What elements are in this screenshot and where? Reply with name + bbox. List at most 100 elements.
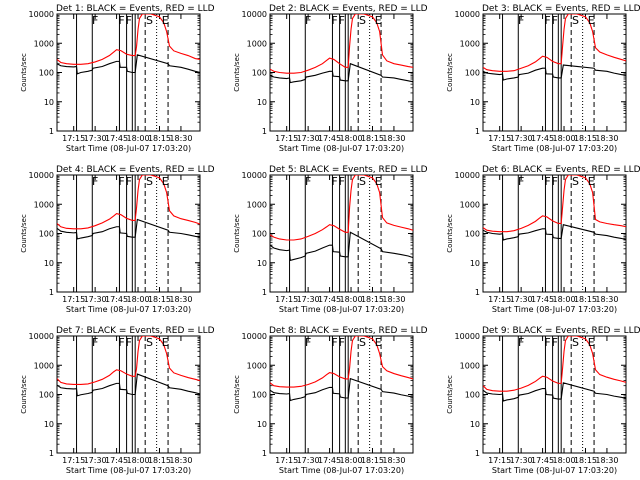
x-tick-label: 17:15 <box>275 456 298 465</box>
x-tick-label: 17:30 <box>510 134 533 143</box>
x-tick-label: 18:30 <box>595 295 618 304</box>
x-tick-label: 18:30 <box>169 456 192 465</box>
x-axis-label: Start Time (08-Jul-07 17:03:20) <box>492 144 617 153</box>
events-series-line <box>57 218 200 240</box>
lld-series-line <box>483 336 626 392</box>
y-tick-label: 100 <box>465 230 480 239</box>
y-tick-label: 100 <box>39 391 54 400</box>
x-tick-label: 17:15 <box>275 134 298 143</box>
x-tick-label: 17:30 <box>84 134 107 143</box>
y-axis-label: Counts/sec <box>20 53 28 92</box>
x-tick-label: 17:45 <box>531 456 554 465</box>
y-tick-label: 10000 <box>29 10 54 19</box>
segment-letter: F <box>305 336 311 349</box>
x-tick-label: 18:15 <box>361 134 384 143</box>
y-tick-label: 10 <box>257 98 267 107</box>
x-tick-label: 18:00 <box>553 295 576 304</box>
segment-letter: F <box>339 14 345 27</box>
x-tick-label: 18:00 <box>340 134 363 143</box>
segment-letter: F <box>92 175 98 188</box>
panel-title: Det 7: BLACK = Events, RED = LLD <box>56 326 215 336</box>
y-tick-label: 10 <box>470 259 480 268</box>
y-tick-label: 10 <box>44 98 54 107</box>
y-axis-label: Counts/sec <box>446 53 454 92</box>
events-series-line <box>57 373 200 397</box>
segment-letter: E <box>375 14 382 27</box>
events-series-line <box>483 64 626 81</box>
panel-title: Det 3: BLACK = Events, RED = LLD <box>482 4 640 14</box>
y-tick-label: 10000 <box>242 332 267 341</box>
y-tick-label: 100 <box>39 230 54 239</box>
segment-letter: E <box>162 14 169 27</box>
y-tick-label: 10000 <box>455 10 480 19</box>
detector-panel-6: Det 6: BLACK = Events, RED = LLD 1 10 100 10… <box>446 165 640 314</box>
x-tick-label: 17:15 <box>62 456 85 465</box>
y-tick-label: 1000 <box>460 361 480 370</box>
segment-letter: F <box>544 336 550 349</box>
y-tick-label: 100 <box>465 391 480 400</box>
lld-series-line <box>270 14 413 74</box>
detector-panel-3: Det 3: BLACK = Events, RED = LLD 1 10 100 10… <box>446 4 640 153</box>
x-tick-label: 17:45 <box>531 295 554 304</box>
y-tick-label: 10000 <box>242 10 267 19</box>
segment-letter: F <box>92 14 98 27</box>
y-tick-label: 10000 <box>455 332 480 341</box>
y-tick-label: 1 <box>475 127 480 136</box>
x-tick-label: 17:15 <box>488 295 511 304</box>
x-tick-label: 17:45 <box>318 456 341 465</box>
plot-frame <box>56 335 201 454</box>
segment-letter: F <box>518 14 524 27</box>
y-axis-label: Counts/sec <box>20 214 28 253</box>
lld-series-line <box>483 14 626 72</box>
x-tick-label: 18:30 <box>169 134 192 143</box>
y-tick-label: 1 <box>262 127 267 136</box>
y-tick-label: 1 <box>475 449 480 458</box>
x-tick-label: 18:30 <box>169 295 192 304</box>
y-tick-label: 1 <box>49 449 54 458</box>
detector-panel-9: Det 9: BLACK = Events, RED = LLD 1 10 100 10… <box>446 326 640 475</box>
lld-series-line <box>57 14 200 65</box>
plot-frame <box>269 335 414 454</box>
y-tick-label: 10000 <box>242 171 267 180</box>
detector-panel-7: Det 7: BLACK = Events, RED = LLD 1 10 100 10… <box>20 326 215 475</box>
panel-title: Det 4: BLACK = Events, RED = LLD <box>56 165 215 175</box>
x-tick-label: 17:30 <box>84 295 107 304</box>
y-tick-label: 1 <box>475 288 480 297</box>
segment-letter: F <box>126 336 132 349</box>
x-tick-label: 18:00 <box>340 456 363 465</box>
lld-series-line <box>57 336 200 386</box>
x-tick-label: 17:15 <box>62 295 85 304</box>
detector-panel-5: Det 5: BLACK = Events, RED = LLD 1 10 100 10… <box>233 165 428 314</box>
y-tick-label: 1000 <box>247 361 267 370</box>
detector-panel-2: Det 2: BLACK = Events, RED = LLD 1 10 100 10… <box>233 4 428 153</box>
y-tick-label: 100 <box>465 69 480 78</box>
y-axis-label: Counts/sec <box>233 214 241 253</box>
panel-title: Det 8: BLACK = Events, RED = LLD <box>269 326 428 336</box>
y-tick-label: 10000 <box>29 171 54 180</box>
segment-letter: F <box>126 14 132 27</box>
x-tick-label: 18:15 <box>148 295 171 304</box>
x-axis-label: Start Time (08-Jul-07 17:03:20) <box>492 305 617 314</box>
lld-series-line <box>483 175 626 233</box>
x-tick-label: 17:30 <box>84 456 107 465</box>
y-tick-label: 10 <box>470 98 480 107</box>
y-tick-label: 10000 <box>455 171 480 180</box>
x-tick-label: 17:45 <box>318 134 341 143</box>
segment-letter: S <box>359 336 366 349</box>
y-tick-label: 100 <box>252 391 267 400</box>
events-series-line <box>57 54 200 75</box>
y-tick-label: 1 <box>49 288 54 297</box>
x-tick-label: 17:45 <box>105 295 128 304</box>
y-tick-label: 1000 <box>460 39 480 48</box>
x-tick-label: 18:15 <box>361 295 384 304</box>
lld-series-line <box>57 175 200 230</box>
x-tick-label: 18:00 <box>340 295 363 304</box>
segment-letter: F <box>552 14 558 27</box>
y-tick-label: 1000 <box>34 200 54 209</box>
x-tick-label: 18:15 <box>574 456 597 465</box>
x-tick-label: 18:00 <box>127 134 150 143</box>
segment-letter: S <box>359 14 366 27</box>
segment-letter: F <box>552 336 558 349</box>
panel-title: Det 6: BLACK = Events, RED = LLD <box>482 165 640 175</box>
